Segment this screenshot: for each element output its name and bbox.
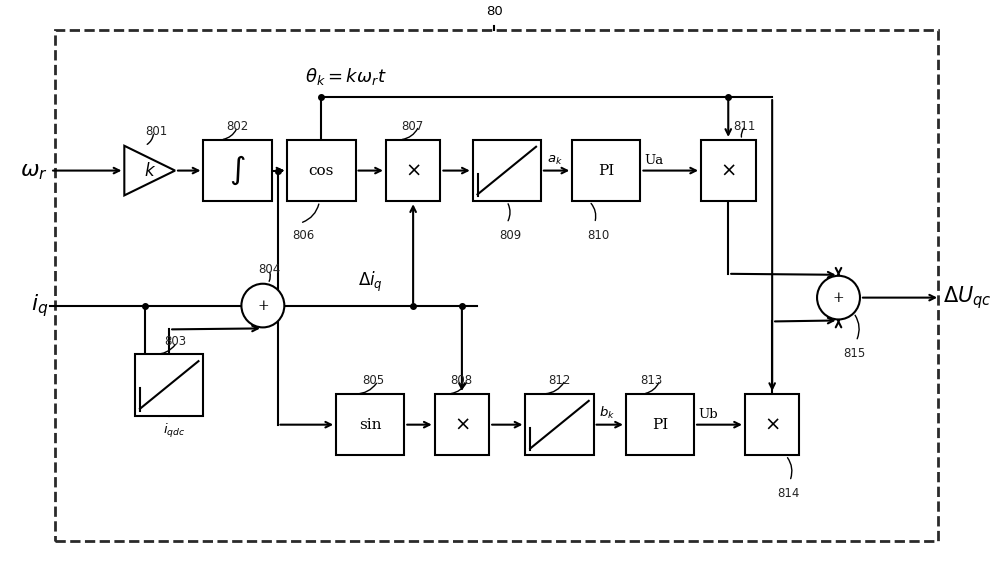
Text: +: + <box>833 291 844 304</box>
Text: 811: 811 <box>733 120 756 133</box>
Text: 806: 806 <box>292 229 314 242</box>
Text: 814: 814 <box>777 487 799 500</box>
Text: $\times$: $\times$ <box>764 416 780 434</box>
Bar <box>473 140 541 201</box>
Text: $\int$: $\int$ <box>229 154 246 187</box>
Text: $\times$: $\times$ <box>405 162 421 180</box>
Text: 801: 801 <box>145 125 167 138</box>
Text: 808: 808 <box>450 374 472 387</box>
Circle shape <box>817 276 860 319</box>
Text: 812: 812 <box>548 374 570 387</box>
Text: $\times$: $\times$ <box>454 416 470 434</box>
Bar <box>572 140 640 201</box>
Text: $i_q$: $i_q$ <box>31 292 48 319</box>
Text: 804: 804 <box>258 263 280 276</box>
Text: $\theta_k=k\omega_r t$: $\theta_k=k\omega_r t$ <box>305 66 387 87</box>
Bar <box>203 140 272 201</box>
Bar <box>135 354 203 416</box>
Text: $\Delta i_q$: $\Delta i_q$ <box>358 269 383 294</box>
Text: $\Delta U_{qc}$: $\Delta U_{qc}$ <box>943 284 992 311</box>
Bar <box>626 394 694 455</box>
Bar <box>745 394 799 455</box>
Bar <box>336 394 404 455</box>
Circle shape <box>241 284 284 327</box>
Text: $i_{qdc}$: $i_{qdc}$ <box>163 422 185 439</box>
Text: 807: 807 <box>401 120 424 133</box>
Text: 802: 802 <box>226 120 248 133</box>
Text: 815: 815 <box>843 347 866 360</box>
Bar <box>386 140 440 201</box>
Text: $\omega_r$: $\omega_r$ <box>20 159 48 181</box>
Text: $\times$: $\times$ <box>720 162 736 180</box>
Text: 805: 805 <box>362 374 385 387</box>
Text: 809: 809 <box>499 229 521 242</box>
Text: PI: PI <box>652 418 668 431</box>
Text: sin: sin <box>359 418 381 431</box>
Bar <box>701 140 756 201</box>
Bar <box>525 394 594 455</box>
Text: $a_k$: $a_k$ <box>547 154 563 167</box>
Polygon shape <box>124 146 175 196</box>
Text: 810: 810 <box>587 229 609 242</box>
Text: cos: cos <box>309 163 334 177</box>
Text: $k$: $k$ <box>144 162 156 180</box>
Text: 80: 80 <box>486 5 502 18</box>
Text: 813: 813 <box>640 374 663 387</box>
Text: $b_k$: $b_k$ <box>599 405 616 421</box>
Text: Ua: Ua <box>644 154 664 167</box>
Bar <box>435 394 489 455</box>
Text: Ub: Ub <box>698 408 718 421</box>
Text: 803: 803 <box>164 335 186 348</box>
Bar <box>287 140 356 201</box>
Text: PI: PI <box>598 163 614 177</box>
Text: +: + <box>257 299 269 312</box>
